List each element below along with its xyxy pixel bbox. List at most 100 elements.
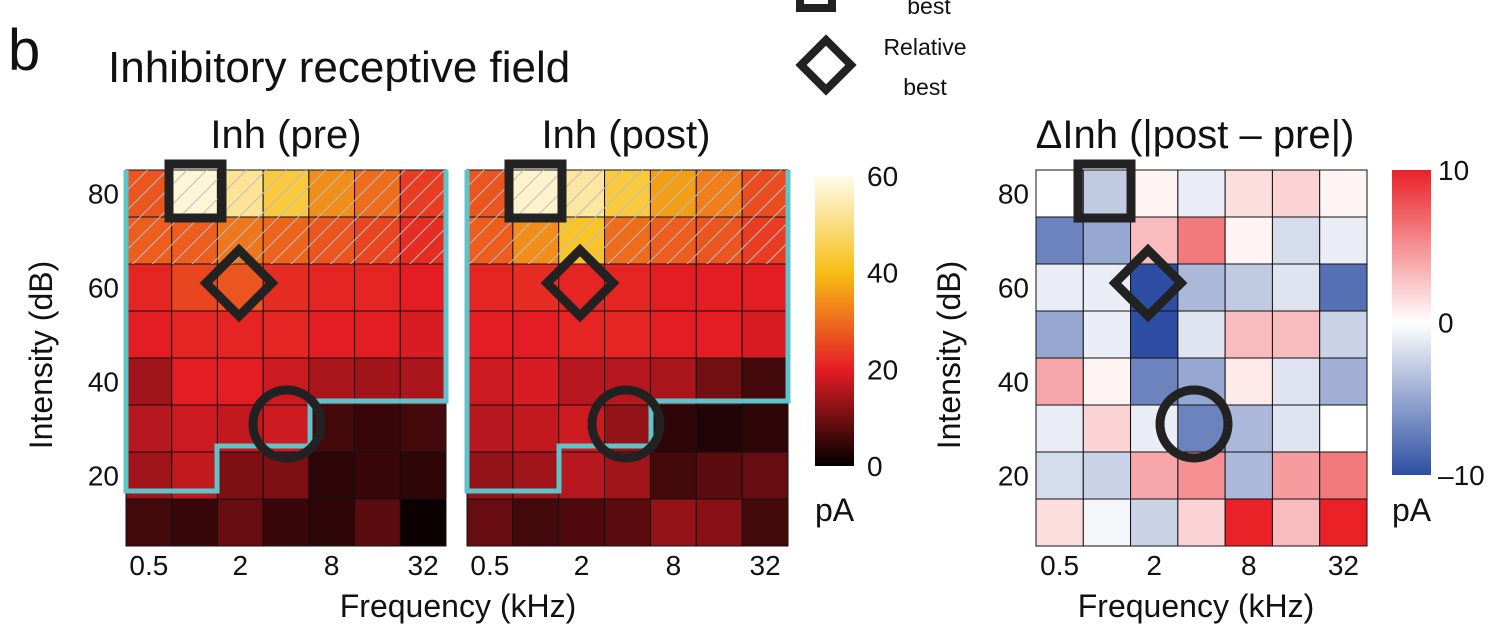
heatmap-post-hatch (467, 170, 788, 264)
heatmap-post-cell (466, 263, 514, 312)
heatmap-pre-cell (399, 451, 447, 500)
heatmap-post-cell (512, 310, 560, 359)
heatmap-delta-x-tick-label: 2 (1146, 550, 1162, 581)
legend-diamond-label-line2: best (903, 74, 947, 100)
panel-label: b (8, 18, 40, 83)
heatmap-delta-cell (1035, 451, 1084, 500)
heatmap-delta-cell (1224, 169, 1273, 218)
legend-diamond-label-line1: Relative (883, 34, 966, 60)
heatmap-post-circle-marker (587, 385, 665, 463)
heatmap-pre-cell (308, 357, 356, 406)
colorbar-hot: 60 40 20 0 pA (815, 161, 898, 528)
heatmap-pre-cell (171, 357, 218, 406)
colorbar-diverging-gradient (1392, 170, 1431, 475)
heatmap-delta-y-tick-label: 60 (998, 273, 1029, 304)
heatmap-pre-cell (262, 498, 310, 547)
heatmap-pre-hatch-row (126, 217, 446, 264)
heatmap-pre-cell (308, 498, 356, 547)
colorbar-hot-gradient (815, 176, 854, 466)
heatmap-pre-cell (308, 263, 356, 312)
heatmap-pre-x-tick-label: 32 (408, 550, 439, 581)
heatmap-pre-cell (354, 498, 401, 547)
heatmap-post-x-tick-label: 8 (666, 550, 682, 581)
heatmap-post: Inh (post) 0.5 2 8 32 (464, 113, 791, 581)
colorbar-hot-tick-label: 20 (867, 354, 898, 385)
heatmap-post-hatch-row (467, 170, 788, 217)
heatmap-delta-cell (1177, 263, 1226, 312)
figure-title: Inhibitory receptive field (108, 43, 570, 92)
heatmap-pre-cell (399, 263, 447, 312)
legend-diamond-icon (795, 34, 857, 96)
heatmap-delta-x-tick-label: 0.5 (1040, 550, 1079, 581)
heatmap-post-cell (741, 451, 789, 500)
heatmap-pre-cell (354, 404, 401, 453)
heatmap-delta-cell (1271, 310, 1321, 359)
heatmap-pre-cell (399, 404, 447, 453)
heatmap-pre-cell (308, 310, 356, 359)
heatmap-post-cell (558, 498, 606, 547)
heatmap-delta-cell (1271, 357, 1321, 406)
heatmap-post-cell (466, 404, 514, 453)
heatmap-delta-title: ΔInh (|post – pre|) (1036, 113, 1355, 157)
heatmap-post-cell (649, 498, 697, 547)
heatmap-pre-best-square (164, 159, 227, 223)
heatmap-post-cell (466, 498, 514, 547)
heatmap-pre-cell (308, 451, 356, 500)
heatmap-pre-cell (125, 404, 173, 453)
colorbar-diverging-tick-label: –10 (1438, 460, 1485, 491)
heatmap-delta-cell (1035, 357, 1084, 406)
heatmap-post-cell (512, 498, 560, 547)
heatmap-pre-cell (354, 451, 401, 500)
heatmap-pre-cell (262, 310, 310, 359)
colorbar-diverging-unit: pA (1392, 492, 1432, 528)
heatmap-delta-cell (1130, 169, 1179, 218)
heatmap-pre-cell (125, 310, 173, 359)
heatmap-delta-cell (1271, 451, 1321, 500)
heatmap-post-cell (466, 357, 514, 406)
heatmap-post-x-tick-label: 2 (574, 550, 590, 581)
colorbar-hot-tick-label: 40 (867, 258, 898, 289)
heatmap-post-cell (741, 310, 789, 359)
heatmap-delta-cell (1224, 310, 1273, 359)
colorbar-diverging-tick-label: 10 (1438, 155, 1469, 186)
heatmap-delta-cell (1271, 404, 1321, 453)
heatmap-pre-x-tick-label: 2 (233, 550, 249, 581)
heatmap-post-cell (604, 498, 651, 547)
heatmap-pre-cell (171, 404, 218, 453)
heatmap-delta-cell (1271, 169, 1321, 218)
heatmap-pre-cell (354, 310, 401, 359)
heatmap-delta-cell (1035, 310, 1084, 359)
heatmap-delta-cell (1271, 263, 1321, 312)
heatmap-pre-y-tick-label: 60 (88, 273, 119, 304)
heatmap-delta-cell (1319, 310, 1368, 359)
heatmap-post-cell (558, 357, 606, 406)
heatmap-delta-cell (1177, 498, 1226, 547)
heatmap-pre-x-tick-label: 0.5 (129, 550, 168, 581)
heatmap-pre-cell (171, 498, 218, 547)
heatmap-post-cell (695, 310, 743, 359)
heatmap-post-x-tick-label: 0.5 (470, 550, 509, 581)
heatmap-delta-circle-marker (1155, 385, 1233, 463)
heatmap-pre-circle-marker (248, 385, 326, 463)
heatmap-delta-cell (1319, 263, 1368, 312)
heatmap-delta-cell (1177, 169, 1226, 218)
heatmap-post-cell (695, 263, 743, 312)
heatmap-delta-cell (1082, 169, 1132, 218)
heatmap-delta-cell (1130, 310, 1179, 359)
heatmap-delta-cell (1224, 498, 1273, 547)
heatmap-delta-x-tick-label: 32 (1328, 550, 1359, 581)
heatmap-post-cell (741, 404, 789, 453)
heatmap-delta-cell (1319, 357, 1368, 406)
heatmap-delta-cell (1082, 357, 1132, 406)
heatmap-delta-cell (1082, 216, 1132, 265)
colorbar-hot-tick-label: 60 (867, 161, 898, 192)
heatmap-pre-title: Inh (pre) (210, 113, 361, 157)
heatmap-delta-cell (1224, 451, 1273, 500)
heatmap-delta-cell (1035, 498, 1084, 547)
heatmap-post-cell (604, 310, 651, 359)
heatmap-pre-xlabel: Frequency (kHz) (340, 588, 577, 624)
heatmap-pre-cell (354, 263, 401, 312)
heatmap-post-cell (741, 357, 789, 406)
heatmap-delta-y-tick-label: 80 (998, 179, 1029, 210)
heatmap-delta-cell (1130, 498, 1179, 547)
